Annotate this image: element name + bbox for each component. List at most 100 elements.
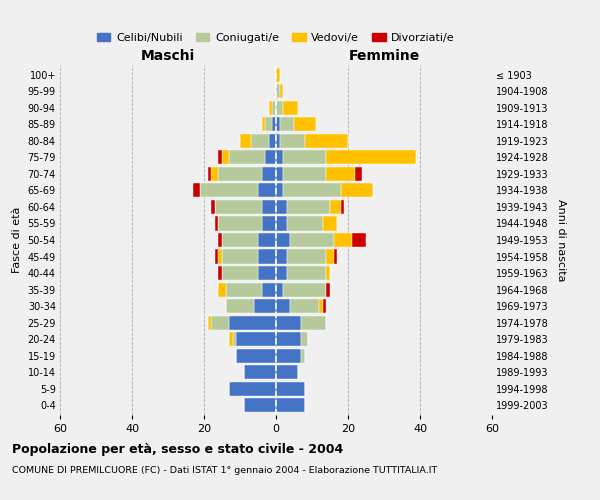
Bar — [218, 250, 222, 264]
Bar — [218, 233, 222, 247]
Bar — [208, 167, 211, 181]
Bar — [326, 266, 330, 280]
Bar — [290, 299, 319, 313]
Bar — [276, 200, 287, 214]
Bar — [222, 250, 258, 264]
Bar — [265, 150, 276, 164]
Bar — [276, 332, 301, 346]
Bar — [334, 233, 352, 247]
Bar — [218, 167, 262, 181]
Bar — [222, 150, 229, 164]
Bar — [334, 250, 337, 264]
Bar — [193, 184, 200, 198]
Bar — [218, 282, 226, 296]
Bar — [229, 382, 276, 396]
Bar — [236, 348, 276, 362]
Bar — [218, 266, 222, 280]
Bar — [276, 250, 287, 264]
Bar — [287, 200, 330, 214]
Legend: Celibi/Nubili, Coniugati/e, Vedovi/e, Divorziati/e: Celibi/Nubili, Coniugati/e, Vedovi/e, Di… — [93, 28, 459, 48]
Bar — [326, 150, 416, 164]
Bar — [294, 118, 316, 132]
Bar — [276, 282, 283, 296]
Bar — [254, 299, 276, 313]
Bar — [262, 282, 276, 296]
Bar — [211, 200, 215, 214]
Bar — [265, 118, 272, 132]
Bar — [276, 118, 280, 132]
Bar — [323, 216, 337, 230]
Bar — [276, 316, 301, 330]
Bar — [341, 184, 373, 198]
Bar — [258, 233, 276, 247]
Bar — [276, 216, 287, 230]
Bar — [240, 134, 251, 148]
Bar — [215, 216, 218, 230]
Bar — [269, 101, 272, 115]
Bar — [222, 233, 258, 247]
Bar — [276, 84, 280, 98]
Bar — [218, 150, 222, 164]
Bar — [276, 68, 280, 82]
Bar — [233, 332, 236, 346]
Bar — [326, 167, 355, 181]
Bar — [352, 233, 366, 247]
Bar — [276, 184, 283, 198]
Bar — [276, 348, 301, 362]
Bar — [323, 299, 326, 313]
Bar — [229, 332, 233, 346]
Bar — [341, 200, 344, 214]
Bar — [272, 101, 276, 115]
Bar — [276, 365, 298, 379]
Text: Maschi: Maschi — [141, 50, 195, 64]
Bar — [272, 118, 276, 132]
Bar — [276, 167, 283, 181]
Bar — [244, 398, 276, 412]
Bar — [262, 118, 265, 132]
Bar — [262, 167, 276, 181]
Bar — [276, 299, 290, 313]
Bar — [215, 200, 262, 214]
Bar — [280, 118, 294, 132]
Bar — [301, 348, 305, 362]
Bar — [287, 250, 326, 264]
Bar — [276, 233, 290, 247]
Bar — [258, 250, 276, 264]
Text: Femmine: Femmine — [349, 50, 419, 64]
Bar — [290, 233, 334, 247]
Bar — [287, 216, 323, 230]
Bar — [283, 101, 298, 115]
Text: Popolazione per età, sesso e stato civile - 2004: Popolazione per età, sesso e stato civil… — [12, 442, 343, 456]
Bar — [283, 184, 341, 198]
Bar — [229, 150, 265, 164]
Bar — [276, 266, 287, 280]
Text: COMUNE DI PREMILCUORE (FC) - Dati ISTAT 1° gennaio 2004 - Elaborazione TUTTITALI: COMUNE DI PREMILCUORE (FC) - Dati ISTAT … — [12, 466, 437, 475]
Bar — [301, 332, 308, 346]
Bar — [226, 299, 254, 313]
Bar — [276, 101, 283, 115]
Bar — [258, 184, 276, 198]
Bar — [283, 167, 326, 181]
Bar — [262, 200, 276, 214]
Bar — [283, 150, 326, 164]
Bar — [283, 282, 326, 296]
Bar — [280, 134, 305, 148]
Bar — [258, 266, 276, 280]
Bar — [269, 134, 276, 148]
Bar — [319, 299, 323, 313]
Bar — [200, 184, 258, 198]
Bar — [276, 150, 283, 164]
Y-axis label: Anni di nascita: Anni di nascita — [556, 198, 566, 281]
Bar — [276, 134, 280, 148]
Bar — [330, 200, 341, 214]
Bar — [236, 332, 276, 346]
Bar — [208, 316, 211, 330]
Bar — [355, 167, 362, 181]
Bar — [326, 250, 334, 264]
Bar — [211, 316, 229, 330]
Bar — [229, 316, 276, 330]
Bar — [305, 134, 348, 148]
Bar — [244, 365, 276, 379]
Bar — [211, 167, 218, 181]
Bar — [251, 134, 269, 148]
